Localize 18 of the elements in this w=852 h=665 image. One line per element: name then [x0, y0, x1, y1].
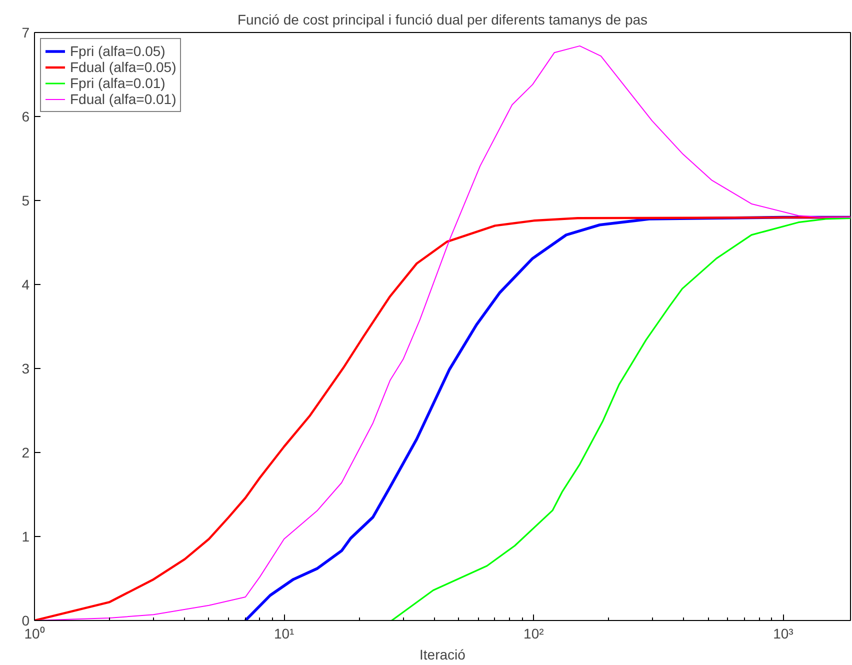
chart-title: Funció de cost principal i funció dual per diferents tamanys de pas: [237, 12, 648, 28]
y-tick-label: 6: [22, 108, 30, 124]
legend-label: Fdual (alfa=0.05): [70, 59, 176, 75]
y-tick-label: 7: [22, 24, 30, 40]
legend-label: Fpri (alfa=0.05): [70, 43, 166, 59]
x-tick-label: 10²: [524, 626, 544, 642]
x-tick-label: 10⁰: [24, 626, 45, 642]
legend-label: Fdual (alfa=0.01): [70, 91, 176, 107]
y-tick-label: 5: [22, 192, 30, 208]
x-axis-title: Iteració: [420, 646, 466, 662]
x-tick-label: 10¹: [274, 626, 295, 642]
x-tick-label: 10³: [773, 626, 794, 642]
legend-label: Fpri (alfa=0.01): [70, 75, 166, 91]
y-tick-label: 3: [22, 360, 30, 376]
y-tick-label: 0: [22, 612, 30, 628]
y-tick-label: 2: [22, 444, 30, 460]
y-tick-label: 1: [22, 528, 30, 544]
y-tick-label: 4: [22, 276, 30, 292]
